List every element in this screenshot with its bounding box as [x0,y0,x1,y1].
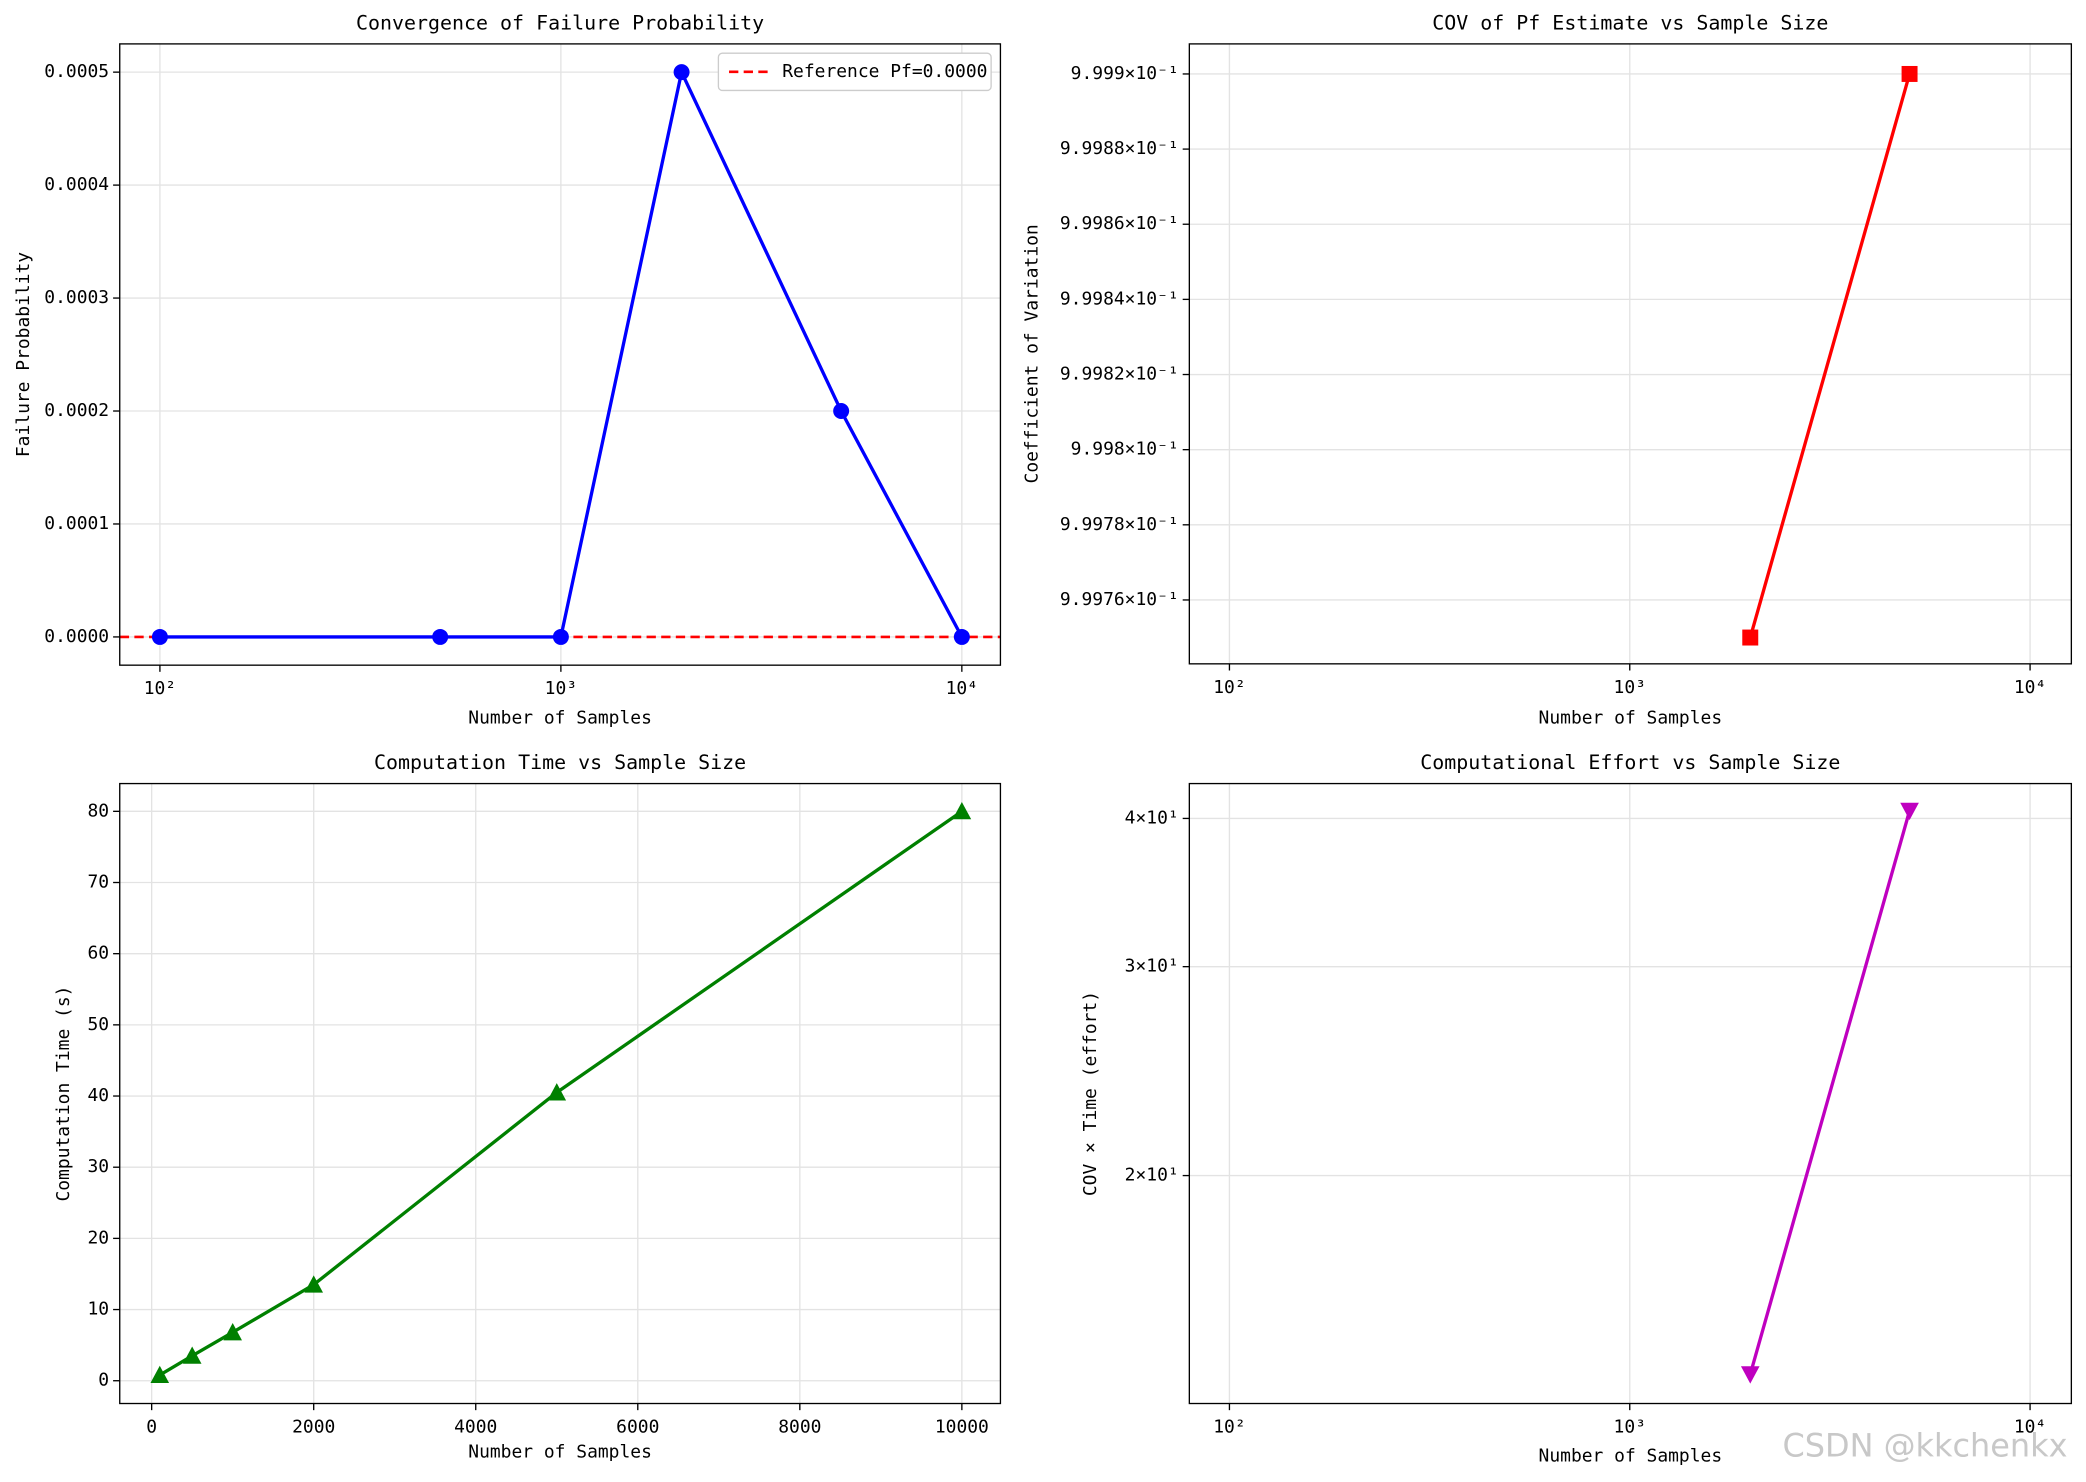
series-line [1748,810,1912,1375]
plot-frame [119,782,1002,1405]
y-tick-label: 20 [87,1227,109,1248]
x-axis-label: Number of Samples [1539,1446,1723,1467]
x-tick-label: 10² [1213,677,1245,698]
x-axis-label: Number of Samples [1539,707,1723,728]
y-tick-label: 9.9976×10⁻¹ [1060,589,1179,610]
y-tick-label: 30 [87,1156,109,1177]
plot-frame [1188,782,2073,1405]
y-tick-label: 0.0004 [44,174,109,195]
marker [150,1365,170,1384]
x-tick-label: 10⁴ [946,678,978,699]
marker [1900,802,1919,821]
y-tick-label: 4×10¹ [1125,807,1179,828]
y-tick-label: 9.999×10⁻¹ [1071,63,1179,84]
y-tick-label: 0.0003 [44,287,109,308]
marker [673,64,690,81]
y-tick-label: 3×10¹ [1125,956,1179,977]
y-tick-label: 80 [87,800,109,821]
y-tick-label: 50 [87,1014,109,1035]
marker [1740,1366,1760,1384]
y-tick-label: 9.9982×10⁻¹ [1060,364,1179,385]
chart-title: Convergence of Failure Probability [356,10,764,34]
x-tick-label: 10³ [545,678,577,699]
marker [547,1083,567,1101]
marker [304,1275,324,1293]
x-tick-label: 10² [1213,1416,1245,1437]
marker [182,1346,202,1364]
series-line [159,66,964,639]
y-tick-label: 0.0002 [44,400,109,421]
y-tick-label: 40 [87,1085,109,1106]
x-tick-label: 10² [144,678,176,699]
x-tick-label: 10⁴ [2014,1416,2046,1437]
x-tick-label: 10³ [1614,1416,1646,1437]
chart-title: Computational Effort vs Sample Size [1420,750,1840,774]
marker [1901,65,1918,82]
x-tick-label: 2000 [292,1416,335,1437]
y-tick-label: 9.9986×10⁻¹ [1060,213,1179,234]
x-tick-label: 0 [146,1416,157,1437]
y-tick-label: 9.9978×10⁻¹ [1060,514,1179,535]
x-axis-label: Number of Samples [468,1442,652,1463]
y-axis-label: Computation Time (s) [53,986,74,1202]
marker [952,802,972,820]
x-tick-label: 10⁴ [2014,677,2046,698]
x-tick-label: 10000 [935,1416,989,1437]
y-tick-label: 9.998×10⁻¹ [1071,439,1179,460]
x-axis-label: Number of Samples [468,707,652,728]
y-axis-label: Coefficient of Variation [1021,224,1042,483]
chart-title: COV of Pf Estimate vs Sample Size [1432,10,1828,34]
watermark: CSDN @kkchenkx [1783,1426,2068,1464]
plot-frame [1188,43,2073,665]
y-tick-label: 0.0001 [44,513,109,534]
marker [223,1323,242,1341]
marker [833,403,850,419]
x-tick-label: 10³ [1614,677,1646,698]
y-tick-label: 0.0005 [44,61,109,82]
y-tick-label: 2×10¹ [1125,1165,1179,1186]
marker [151,628,168,645]
y-axis-label: Failure Probability [13,252,34,457]
marker [953,628,970,645]
legend-box [717,52,992,92]
y-tick-label: 10 [87,1299,109,1320]
y-tick-label: 0.0000 [44,626,109,647]
y-tick-label: 60 [87,943,109,964]
y-tick-label: 0 [98,1370,109,1391]
chart-title: Computation Time vs Sample Size [374,750,746,774]
legend-label: Reference Pf=0.0000 [782,61,987,82]
x-tick-label: 8000 [778,1416,821,1437]
x-tick-label: 6000 [616,1416,659,1437]
y-axis-label: COV × Time (effort) [1080,991,1101,1196]
y-tick-label: 9.9988×10⁻¹ [1060,138,1179,159]
marker [432,628,449,645]
y-tick-label: 9.9984×10⁻¹ [1060,288,1179,309]
marker [552,628,569,645]
marker [1742,629,1759,646]
y-tick-label: 70 [87,872,109,893]
plot-frame [119,43,1002,666]
x-tick-label: 4000 [454,1416,497,1437]
series-line [1748,73,1912,638]
